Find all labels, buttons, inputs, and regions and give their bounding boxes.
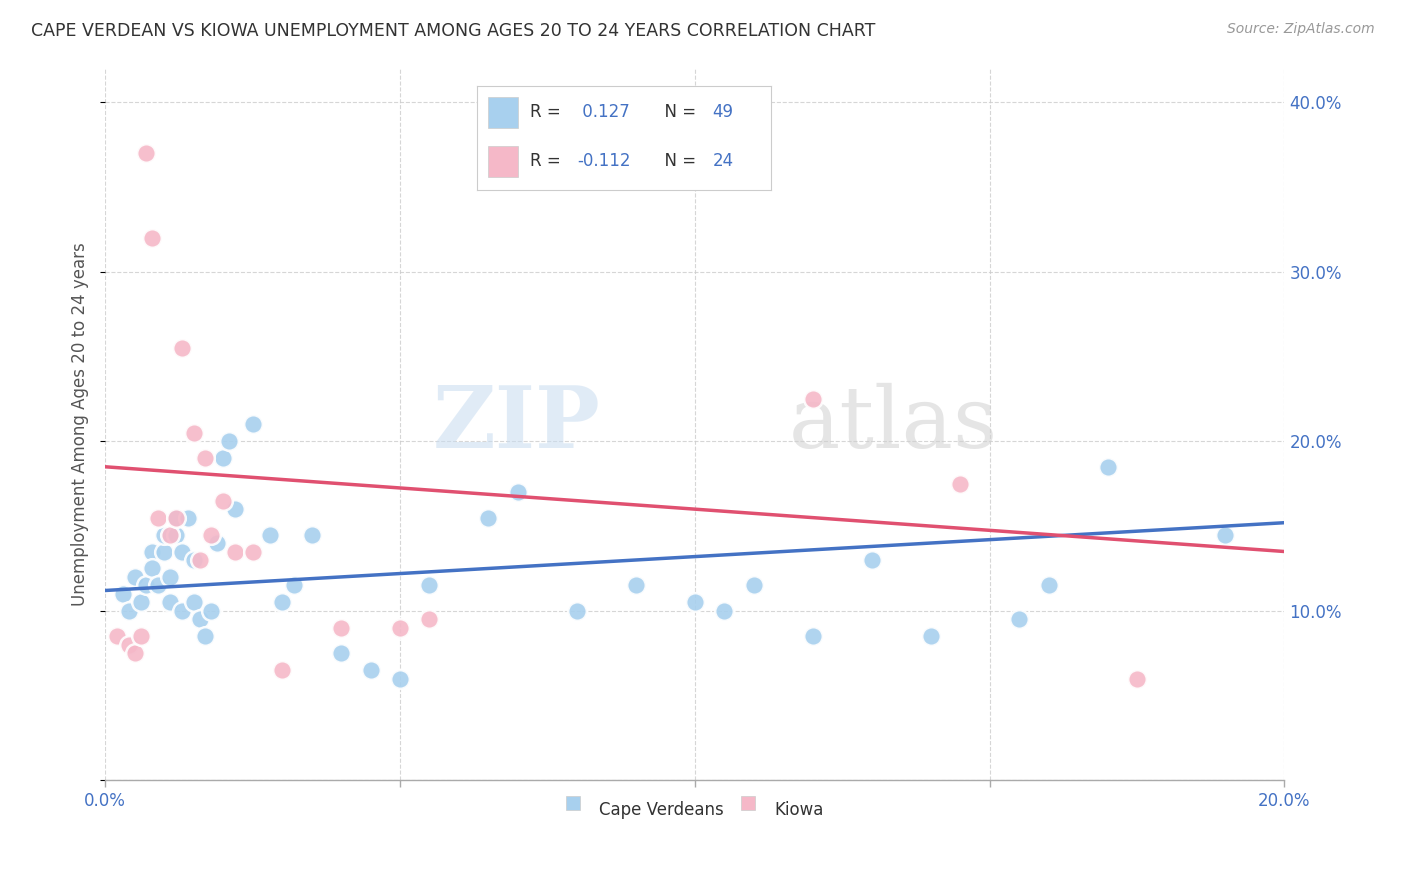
Point [194, 451, 217, 466]
Point [389, 672, 412, 686]
Point [170, 544, 193, 558]
Point [159, 527, 181, 541]
Point [188, 553, 211, 567]
Point [170, 604, 193, 618]
Point [801, 629, 824, 643]
Point [148, 510, 170, 524]
Point [683, 595, 706, 609]
Point [418, 612, 440, 626]
Point [183, 595, 205, 609]
Point [118, 604, 141, 618]
Point [105, 629, 128, 643]
Point [742, 578, 765, 592]
Point [153, 544, 176, 558]
Y-axis label: Unemployment Among Ages 20 to 24 years: Unemployment Among Ages 20 to 24 years [72, 243, 89, 607]
Point [135, 578, 157, 592]
Point [124, 646, 146, 660]
Text: ZIP: ZIP [433, 383, 600, 467]
Point [624, 578, 647, 592]
Point [177, 510, 200, 524]
Point [183, 425, 205, 440]
Point [1126, 672, 1149, 686]
Point [141, 231, 163, 245]
Point [920, 629, 942, 643]
Point [212, 493, 235, 508]
Point [860, 553, 883, 567]
Point [418, 578, 440, 592]
Point [200, 527, 222, 541]
Point [129, 629, 152, 643]
Point [159, 570, 181, 584]
Point [1215, 527, 1237, 541]
Legend: Cape Verdeans, Kiowa: Cape Verdeans, Kiowa [560, 794, 830, 825]
Point [242, 544, 264, 558]
Point [271, 595, 294, 609]
Point [565, 604, 588, 618]
Point [207, 536, 229, 550]
Point [1008, 612, 1031, 626]
Text: CAPE VERDEAN VS KIOWA UNEMPLOYMENT AMONG AGES 20 TO 24 YEARS CORRELATION CHART: CAPE VERDEAN VS KIOWA UNEMPLOYMENT AMONG… [31, 22, 876, 40]
Point [242, 417, 264, 432]
Point [506, 485, 529, 500]
Point [330, 621, 353, 635]
Point [224, 502, 246, 516]
Point [713, 604, 735, 618]
Point [1038, 578, 1060, 592]
Point [141, 544, 163, 558]
Point [1097, 459, 1119, 474]
Point [165, 510, 187, 524]
Point [148, 578, 170, 592]
Point [111, 587, 134, 601]
Point [129, 595, 152, 609]
Point [135, 146, 157, 161]
Point [271, 663, 294, 677]
Point [259, 527, 281, 541]
Point [183, 553, 205, 567]
Point [153, 527, 176, 541]
Point [801, 392, 824, 406]
Point [165, 527, 187, 541]
Point [949, 476, 972, 491]
Point [477, 510, 499, 524]
Point [389, 621, 412, 635]
Point [170, 341, 193, 355]
Point [159, 595, 181, 609]
Point [118, 638, 141, 652]
Point [200, 604, 222, 618]
Text: Source: ZipAtlas.com: Source: ZipAtlas.com [1227, 22, 1375, 37]
Point [188, 612, 211, 626]
Point [165, 510, 187, 524]
Point [141, 561, 163, 575]
Point [218, 434, 240, 449]
Point [124, 570, 146, 584]
Point [301, 527, 323, 541]
Point [194, 629, 217, 643]
Point [283, 578, 305, 592]
Point [212, 451, 235, 466]
Point [360, 663, 382, 677]
Text: atlas: atlas [789, 383, 998, 466]
Point [330, 646, 353, 660]
Point [224, 544, 246, 558]
